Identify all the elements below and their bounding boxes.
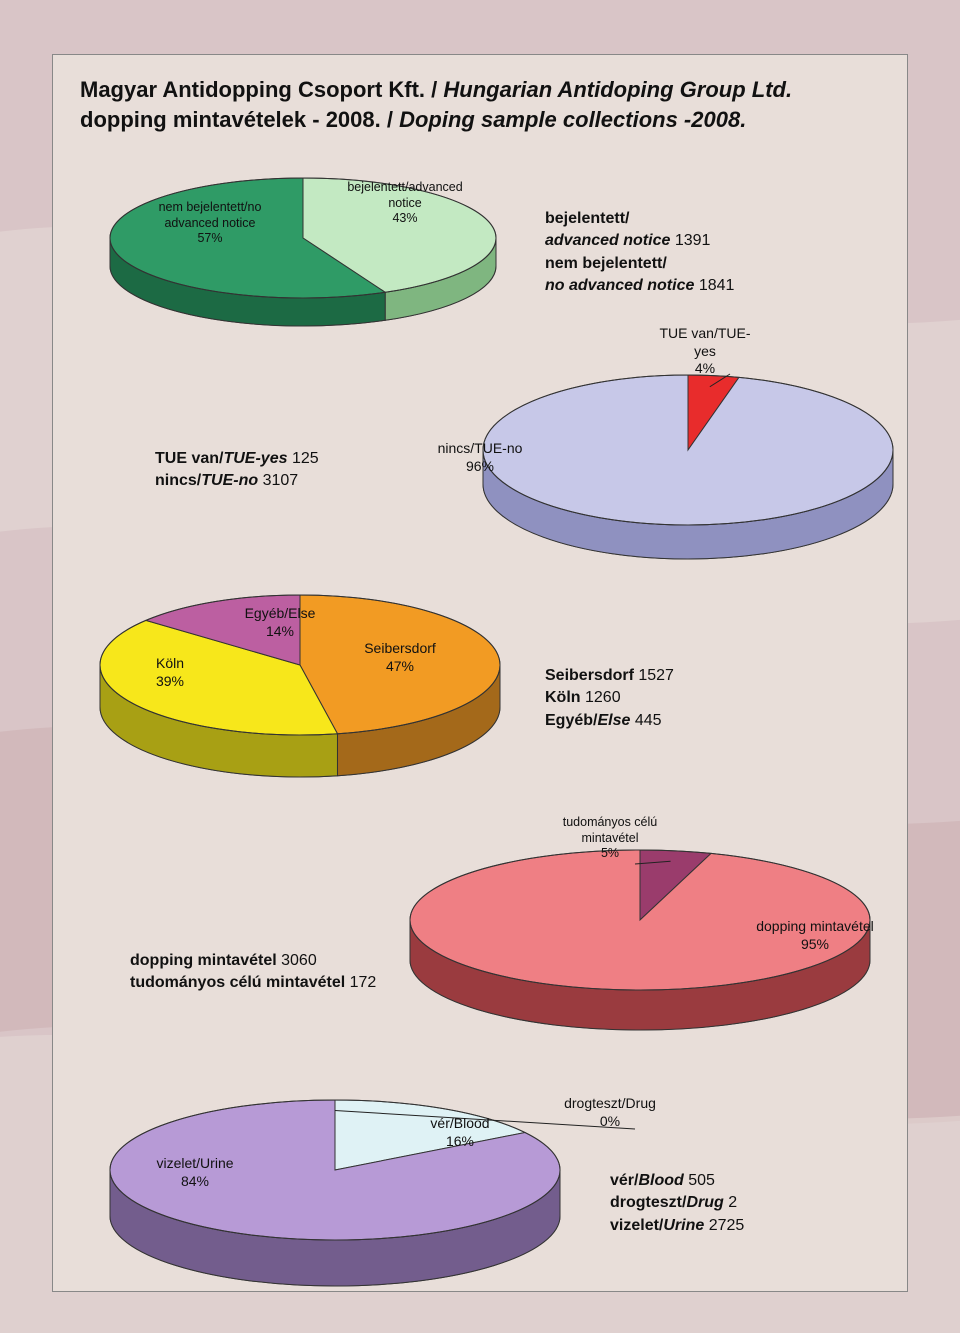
pie-lab-slice-label: Egyéb/Else14% [205, 605, 355, 640]
pie-sample-slice-label: vizelet/Urine84% [120, 1155, 270, 1190]
pie-tue-slice-label: nincs/TUE-no96% [405, 440, 555, 475]
pie-lab-legend: Seibersdorf 1527Köln 1260Egyéb/Else 445 [545, 665, 674, 732]
pie-tue-legend: TUE van/TUE-yes 125nincs/TUE-no 3107 [155, 448, 319, 493]
pie-purpose-slice-label: tudományos célúmintavétel5% [535, 815, 685, 862]
pie-notice-slice-label: nem bejelentett/noadvanced notice57% [135, 200, 285, 247]
pie-purpose-slice-label: dopping mintavétel95% [740, 918, 890, 953]
pie-sample-slice-label: vér/Blood16% [385, 1115, 535, 1150]
pie-lab-slice-label: Seibersdorf47% [325, 640, 475, 675]
pie-lab-slice-label: Köln39% [95, 655, 245, 690]
pie-sample-legend: vér/Blood 505drogteszt/Drug 2vizelet/Uri… [610, 1170, 744, 1237]
pie-notice-legend: bejelentett/advanced notice 1391nem beje… [545, 208, 734, 298]
pie-sample-slice-label: drogteszt/Drug0% [535, 1095, 685, 1130]
pie-tue-slice-label: TUE van/TUE-yes4% [630, 325, 780, 378]
pie-purpose-legend: dopping mintavétel 3060tudományos célú m… [130, 950, 376, 995]
pie-notice-slice-label: bejelentett/advancednotice43% [330, 180, 480, 227]
